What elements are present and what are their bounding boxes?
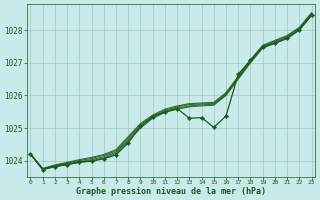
- X-axis label: Graphe pression niveau de la mer (hPa): Graphe pression niveau de la mer (hPa): [76, 187, 266, 196]
